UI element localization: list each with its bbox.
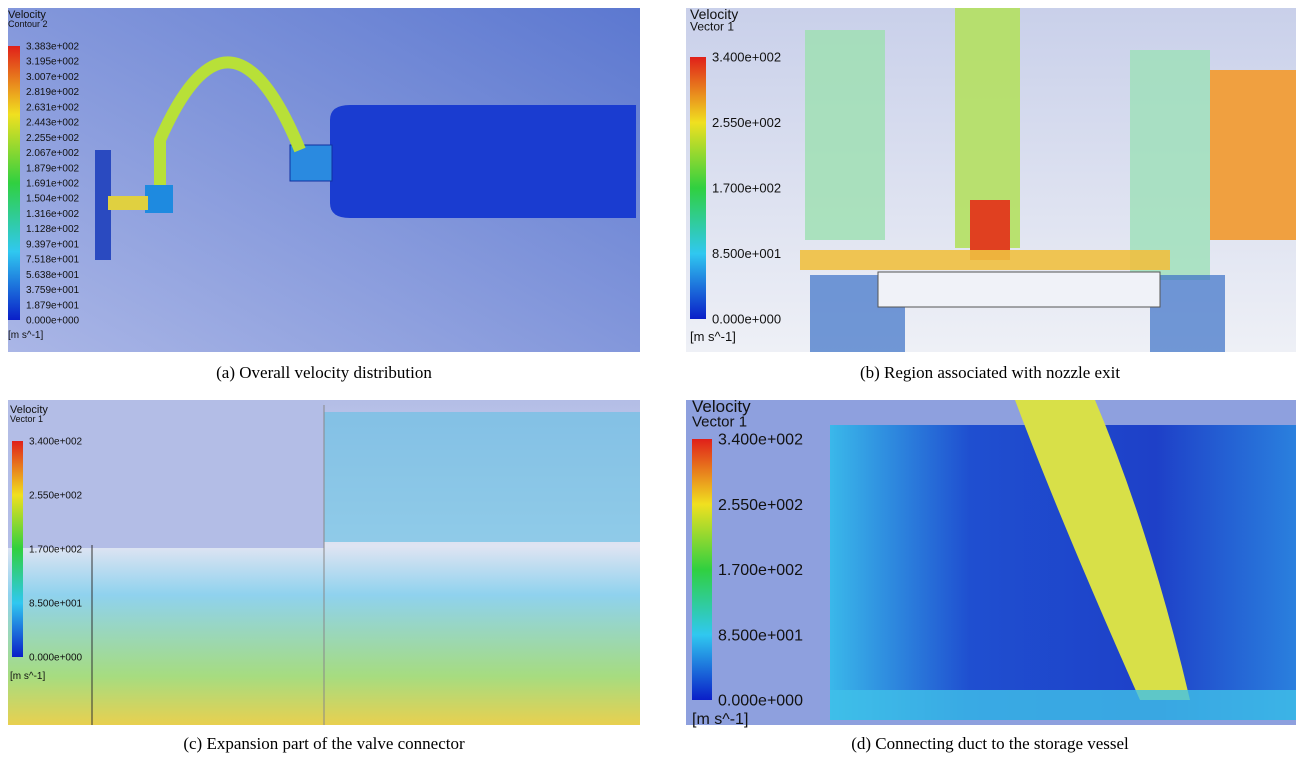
legend-label: 3.400e+002 (29, 437, 83, 448)
legend-label: 3.400e+002 (718, 432, 803, 449)
legend-unit: [m s^-1] (692, 711, 748, 728)
legend-label: 8.500e+001 (712, 246, 781, 261)
figure: VelocityContour 23.383e+0023.195e+0023.0… (0, 0, 1303, 758)
legend-label: 2.550e+002 (718, 497, 803, 514)
legend-label: 0.000e+000 (29, 653, 83, 664)
legend-label: 1.879e+001 (26, 300, 80, 311)
legend-unit: [m s^-1] (10, 671, 45, 682)
legend-label: 1.700e+002 (718, 562, 803, 579)
legend-label: 2.443e+002 (26, 118, 80, 129)
caption: (a) Overall velocity distribution (216, 363, 432, 382)
legend-subtitle: Vector 1 (10, 414, 43, 424)
legend-label: 3.195e+002 (26, 57, 80, 68)
legend-label: 0.000e+000 (712, 312, 781, 327)
legend-label: 1.316e+002 (26, 209, 80, 220)
legend-subtitle: Vector 1 (690, 20, 734, 34)
color-bar (690, 57, 706, 319)
legend-label: 1.691e+002 (26, 179, 80, 190)
legend-unit: [m s^-1] (8, 330, 43, 341)
legend-label: 3.759e+001 (26, 285, 80, 296)
legend-label: 2.550e+002 (29, 491, 83, 502)
legend-label: 1.700e+002 (712, 181, 781, 196)
legend-label: 3.383e+002 (26, 42, 80, 53)
legend-label: 1.700e+002 (29, 545, 83, 556)
legend-label: 2.819e+002 (26, 87, 80, 98)
color-bar (692, 439, 712, 700)
caption: (b) Region associated with nozzle exit (860, 363, 1120, 382)
legend-label: 7.518e+001 (26, 255, 80, 266)
legend-label: 8.500e+001 (718, 627, 803, 644)
legend-label: 1.128e+002 (26, 224, 80, 235)
legend-label: 3.007e+002 (26, 72, 80, 83)
legend-label: 0.000e+000 (718, 693, 803, 710)
legend-label: 2.067e+002 (26, 148, 80, 159)
legend-unit: [m s^-1] (690, 329, 736, 344)
legend-label: 2.550e+002 (712, 115, 781, 130)
caption: (d) Connecting duct to the storage vesse… (851, 734, 1129, 753)
legend-label: 5.638e+001 (26, 270, 80, 281)
legend-label: 0.000e+000 (26, 316, 80, 327)
legend-subtitle: Vector 1 (692, 413, 747, 430)
color-bar (12, 441, 23, 657)
legend-label: 9.397e+001 (26, 239, 80, 250)
legend-label: 1.879e+002 (26, 163, 80, 174)
color-bar (8, 46, 20, 320)
legend-label: 1.504e+002 (26, 194, 80, 205)
legend-label: 2.631e+002 (26, 102, 80, 113)
legend-subtitle: Contour 2 (8, 19, 48, 29)
legend-label: 3.400e+002 (712, 50, 781, 65)
caption: (c) Expansion part of the valve connecto… (183, 734, 465, 753)
legend-label: 2.255e+002 (26, 133, 80, 144)
legend-label: 8.500e+001 (29, 599, 83, 610)
